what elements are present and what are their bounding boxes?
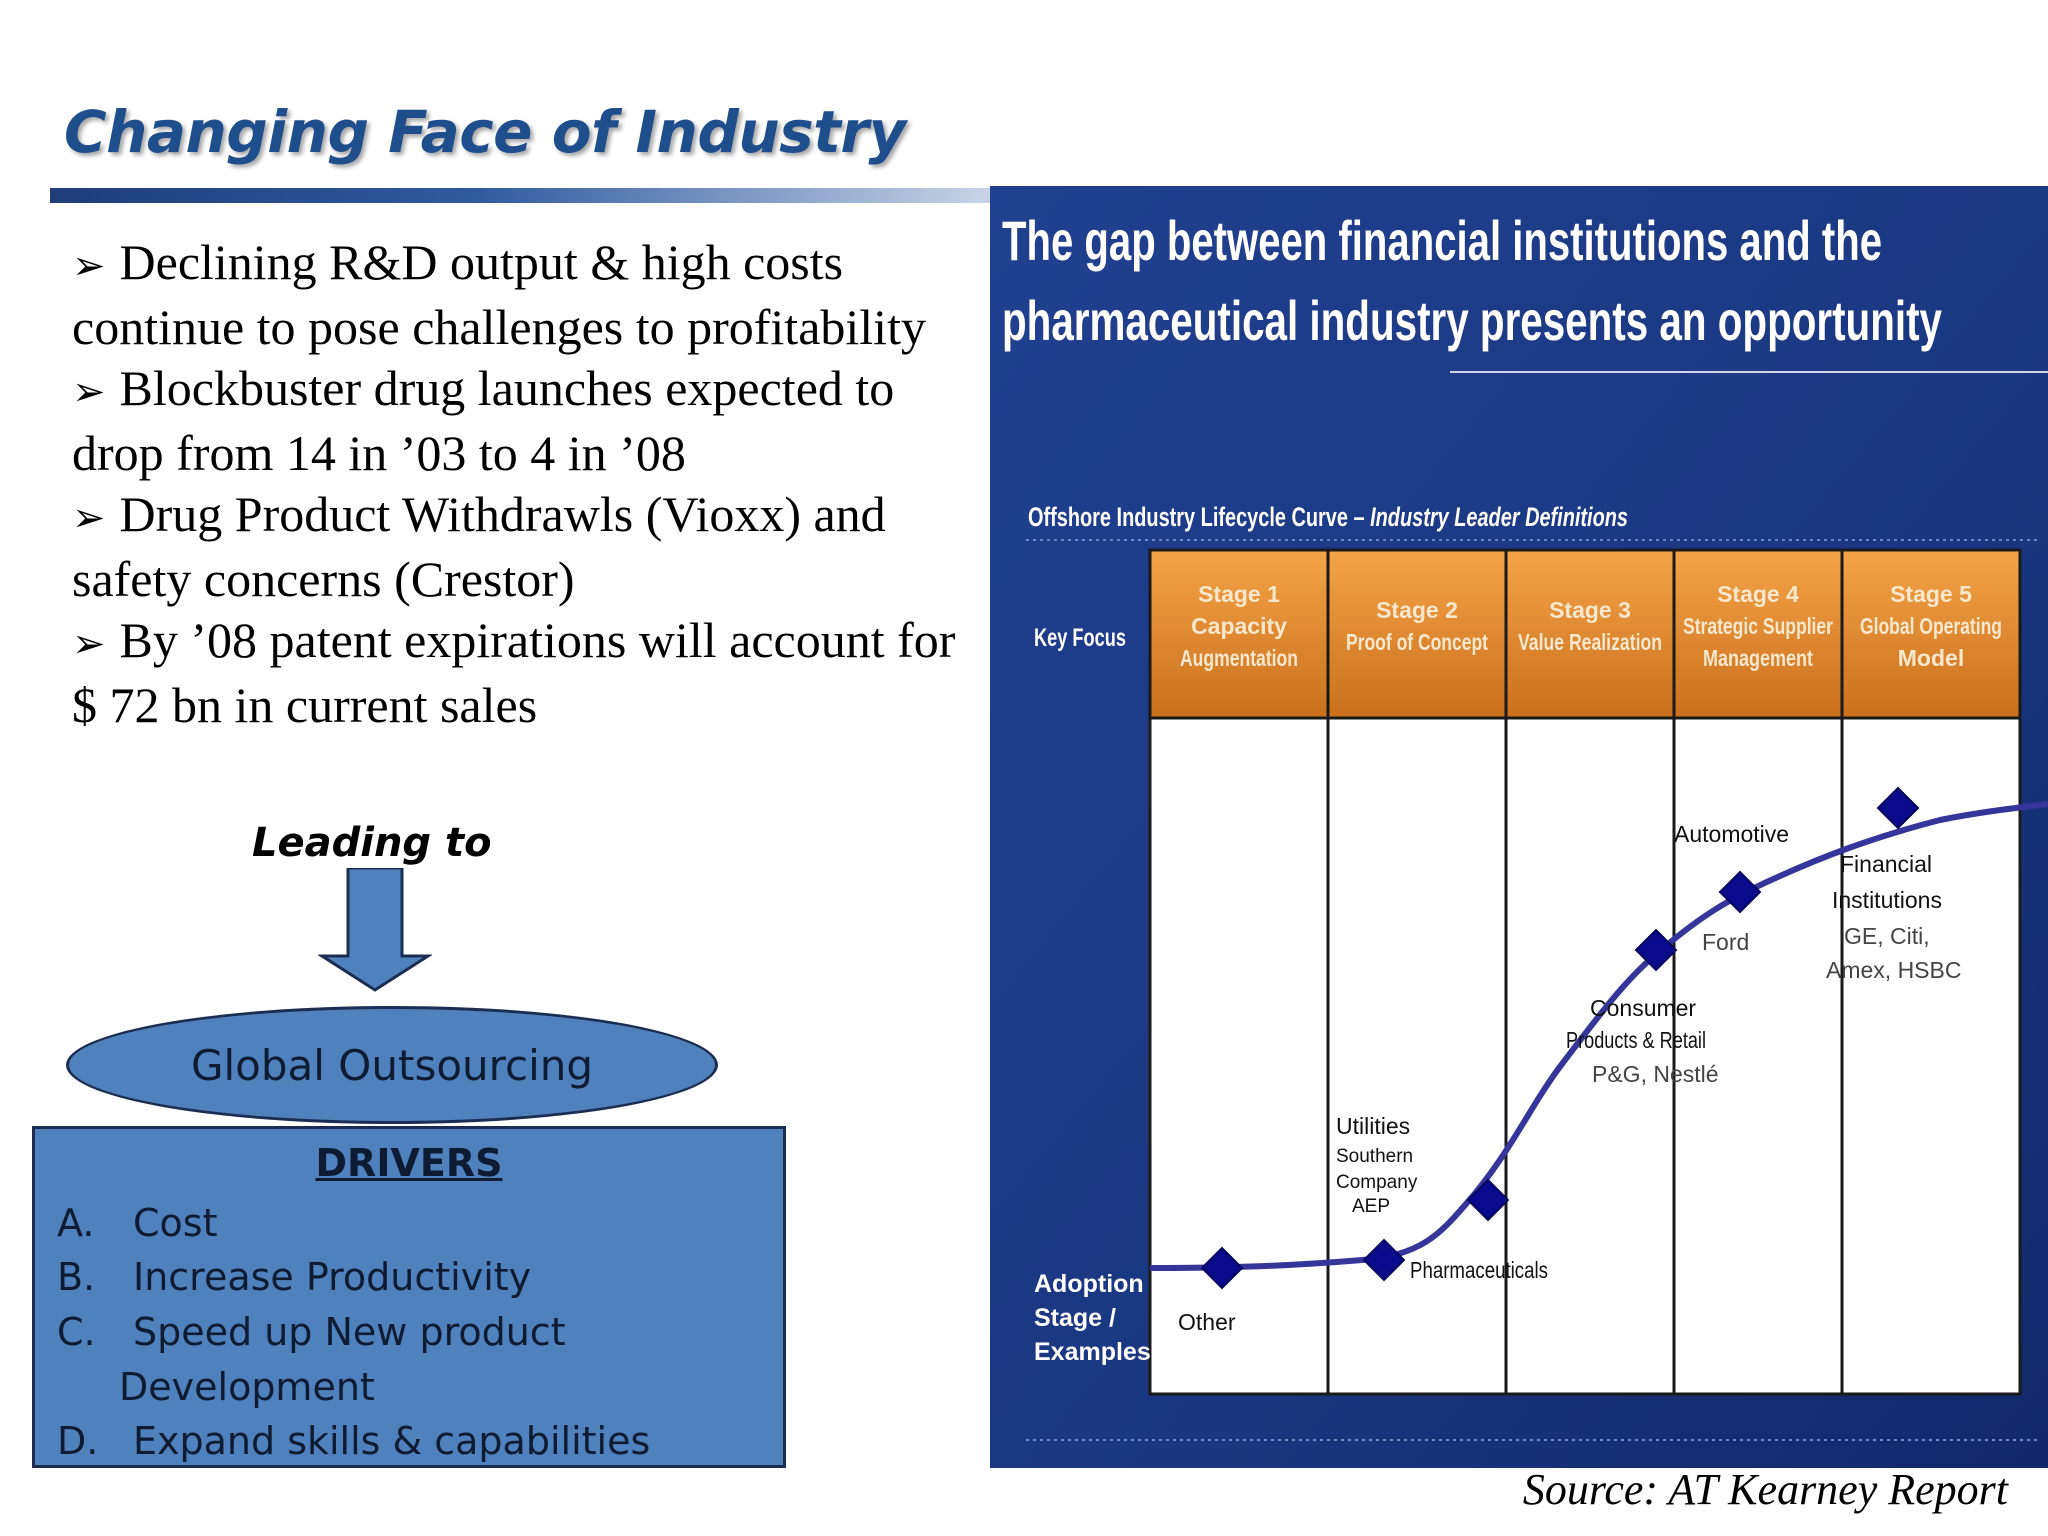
adoption-label-line: Examples [1034, 1338, 1151, 1366]
example-labels: Other Utilities Southern Company AEP Pha… [1178, 821, 1961, 1335]
stage-label: Strategic Supplier [1683, 613, 1833, 639]
curve-title-italic: Industry Leader Definitions [1370, 502, 1628, 532]
stage-header [1148, 548, 1330, 720]
arrow-bullet-icon: ➢ [72, 369, 106, 415]
arrow-bullet-icon: ➢ [72, 621, 106, 667]
panel-headline-line1: The gap between financial institutions a… [1002, 209, 1882, 272]
stage-column [1326, 716, 1508, 1396]
stage-label: Global Operating [1860, 613, 2002, 639]
key-focus-label: Key Focus [1034, 624, 1126, 652]
stage-label: Stage 1 [1198, 581, 1280, 607]
stage-column [1504, 716, 1676, 1396]
curve-marker [1718, 870, 1762, 914]
lifecycle-diagram: The gap between financial institutions a… [990, 186, 2048, 1468]
example-label-financial: Financial [1840, 851, 1932, 877]
bullet-text: Drug Product Withdrawls (Vioxx) and safe… [72, 486, 886, 607]
bullet-text: By ’08 patent expirations will account f… [72, 612, 956, 733]
example-label-pharmaceuticals: Pharmaceuticals [1410, 1257, 1548, 1283]
example-label-financial: GE, Citi, [1844, 923, 1930, 949]
example-label-utilities: Company [1336, 1172, 1418, 1193]
driver-item: B. Increase Productivity [57, 1255, 531, 1299]
adoption-label-line: Stage / [1034, 1304, 1116, 1332]
bullet-text: Blockbuster drug launches expected to dr… [72, 360, 895, 481]
driver-text: Increase Productivity [133, 1255, 532, 1299]
panel-headline-line2: pharmaceutical industry presents an oppo… [1002, 289, 1942, 352]
drivers-box: DRIVERS A. Cost B. Increase Productivity C… [32, 1126, 786, 1468]
leading-to-label: Leading to [252, 820, 492, 866]
example-label-financial: Institutions [1832, 887, 1942, 913]
driver-letter: A. [57, 1201, 95, 1245]
title-rule [50, 188, 990, 203]
bullet-item: ➢ By ’08 patent expirations will account … [72, 610, 972, 736]
stage-header [1840, 548, 2022, 720]
stage-column [1840, 716, 2022, 1396]
example-label-consumer: Consumer [1590, 995, 1696, 1021]
down-arrow-icon [318, 868, 432, 992]
driver-text: Cost [133, 1201, 218, 1245]
drivers-title: DRIVERS [315, 1141, 503, 1185]
stage-label: Capacity [1191, 613, 1287, 639]
curve-marker [1362, 1238, 1406, 1282]
lifecycle-panel: The gap between financial institutions a… [990, 186, 2048, 1468]
example-label-automotive: Automotive [1674, 821, 1789, 847]
stage-label: Stage 3 [1549, 597, 1631, 623]
stage-column [1148, 716, 1330, 1396]
driver-letter: D. [57, 1419, 99, 1463]
stage-label: Stage 5 [1890, 581, 1972, 607]
global-outsourcing-label: Global Outsourcing [190, 1040, 594, 1090]
slide-title: Changing Face of Industry [64, 98, 906, 166]
source-note: Source: AT Kearney Report [1522, 1465, 2008, 1514]
bullet-item: ➢ Blockbuster drug launches expected to d… [72, 358, 972, 484]
example-label-utilities: Southern [1336, 1146, 1413, 1167]
curve-title-plain: Offshore Industry Lifecycle Curve – [1028, 502, 1370, 532]
bullet-item: ➢ Drug Product Withdrawls (Vioxx) and saf… [72, 484, 972, 610]
global-outsourcing-ellipse: Global Outsourcing [66, 1006, 718, 1124]
stage-label: Value Realization [1518, 629, 1662, 655]
bullet-list: ➢ Declining R&D output & high costs conti… [72, 232, 972, 736]
driver-text-continuation: Development [119, 1365, 375, 1409]
arrow-bullet-icon: ➢ [72, 495, 106, 541]
stage-label: Proof of Concept [1346, 629, 1488, 655]
stage-label: Stage 2 [1376, 597, 1458, 623]
lifecycle-curve [1149, 801, 2048, 1271]
driver-text: Speed up New product [133, 1310, 566, 1354]
stage-column [1672, 716, 1844, 1396]
driver-letter: B. [57, 1255, 96, 1299]
adoption-label-line: Adoption [1034, 1270, 1144, 1298]
curve-title: Offshore Industry Lifecycle Curve – Indu… [1028, 502, 1628, 532]
driver-item: D. Expand skills & capabilities [57, 1419, 650, 1463]
curve-marker [1200, 1246, 1244, 1290]
stage-label: Stage 4 [1717, 581, 1799, 607]
driver-letter: C. [57, 1310, 96, 1354]
curve-marker [1876, 786, 1920, 830]
stage-label: Management [1703, 645, 1813, 671]
example-label-consumer: Products & Retail [1566, 1027, 1706, 1053]
curve-marker [1634, 928, 1678, 972]
example-label-utilities: AEP [1352, 1196, 1390, 1217]
driver-item: A. Cost [57, 1201, 217, 1245]
stage-label: Model [1898, 645, 1964, 671]
example-label-financial: Amex, HSBC [1826, 957, 1961, 983]
arrow-bullet-icon: ➢ [72, 243, 106, 289]
stage-label: Augmentation [1180, 645, 1298, 671]
example-label-other: Other [1178, 1309, 1236, 1335]
example-label-utilities: Utilities [1336, 1113, 1410, 1139]
bullet-item: ➢ Declining R&D output & high costs conti… [72, 232, 972, 358]
stage-labels: Stage 1 Capacity Augmentation Stage 2 Pr… [1180, 581, 2002, 671]
curve-marker [1466, 1178, 1510, 1222]
example-label-ford: Ford [1702, 929, 1749, 955]
adoption-label: Adoption Stage / Examples [1034, 1270, 1151, 1366]
bullet-text: Declining R&D output & high costs contin… [72, 234, 926, 355]
curve-markers [1200, 786, 1920, 1290]
driver-item: C. Speed up New product [57, 1310, 566, 1354]
example-label-consumer: P&G, Nestlé [1592, 1061, 1719, 1087]
stage-table [1148, 548, 2022, 1396]
driver-text: Expand skills & capabilities [133, 1419, 651, 1463]
